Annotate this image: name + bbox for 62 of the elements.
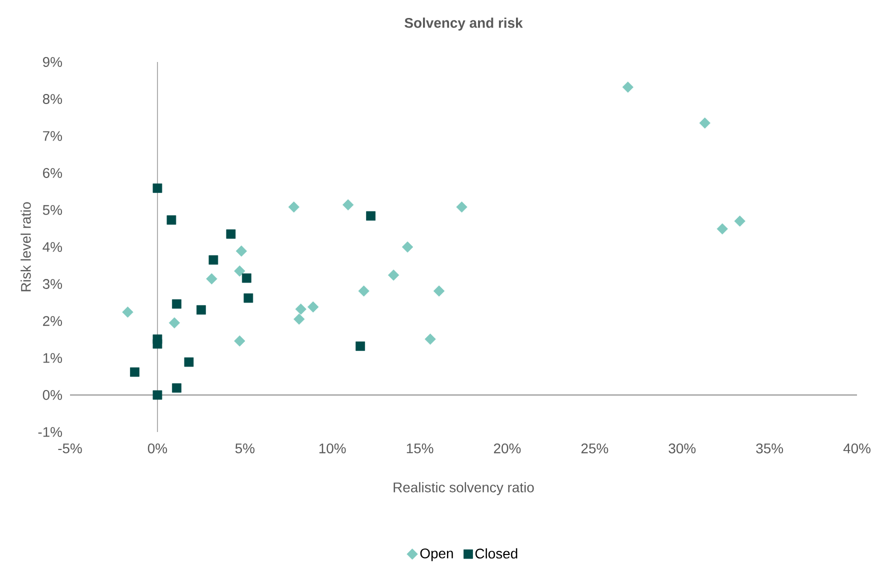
y-tick-label: 7% <box>43 131 62 141</box>
point <box>206 273 218 284</box>
y-tick-label: 9% <box>42 57 62 67</box>
point <box>456 201 468 213</box>
point <box>166 215 176 225</box>
x-tick-label: 0% <box>148 443 168 454</box>
y-axis-title: Risk level ratio <box>20 202 31 292</box>
point <box>172 299 182 309</box>
point <box>152 390 162 400</box>
point <box>242 273 252 283</box>
x-tick-label: 30% <box>668 443 696 454</box>
x-tick-label: -5% <box>58 443 82 454</box>
point <box>294 314 305 325</box>
legend-label: Closed <box>475 548 518 559</box>
y-tick-label: 4% <box>42 242 62 252</box>
point <box>424 334 436 345</box>
point <box>236 245 247 257</box>
point <box>152 183 162 193</box>
legend-label: Open <box>420 548 453 562</box>
point <box>358 285 370 297</box>
point <box>196 305 206 315</box>
point <box>168 317 180 328</box>
y-tick-label: 3% <box>42 279 62 289</box>
point <box>699 117 710 129</box>
point <box>288 201 300 213</box>
point <box>402 241 414 253</box>
point <box>234 265 246 277</box>
point <box>226 229 236 239</box>
y-tick-label: 2% <box>43 316 62 326</box>
point <box>366 211 376 221</box>
point <box>208 255 218 265</box>
x-axis-title: Realistic solvency ratio <box>394 482 534 496</box>
point <box>342 199 354 210</box>
y-tick-label: 6% <box>43 168 62 178</box>
point <box>734 216 746 227</box>
chart-title: Solvency and risk <box>404 18 523 31</box>
y-tick-label: 1% <box>43 353 62 363</box>
point <box>356 341 365 351</box>
x-tick-label: 10% <box>319 443 346 454</box>
x-tick-label: 25% <box>581 443 608 454</box>
point <box>184 357 194 367</box>
y-tick-label: 5% <box>42 205 62 215</box>
point <box>234 335 246 347</box>
y-tick-label: 0% <box>42 390 62 400</box>
point <box>716 223 728 234</box>
point <box>172 383 182 393</box>
point <box>122 306 134 318</box>
x-tick-label: 5% <box>235 443 254 454</box>
x-tick-label: 20% <box>494 443 521 454</box>
point <box>130 367 140 377</box>
x-tick-label: 40% <box>843 443 870 454</box>
point <box>244 293 254 303</box>
y-tick-label: -1% <box>38 427 62 437</box>
y-tick-label: 8% <box>42 94 62 104</box>
point <box>433 285 445 297</box>
point <box>308 301 319 313</box>
x-tick-label: 15% <box>406 443 434 454</box>
point <box>622 82 634 93</box>
point <box>388 270 400 281</box>
point <box>295 304 306 315</box>
x-tick-label: 35% <box>756 443 784 454</box>
point <box>152 339 162 349</box>
